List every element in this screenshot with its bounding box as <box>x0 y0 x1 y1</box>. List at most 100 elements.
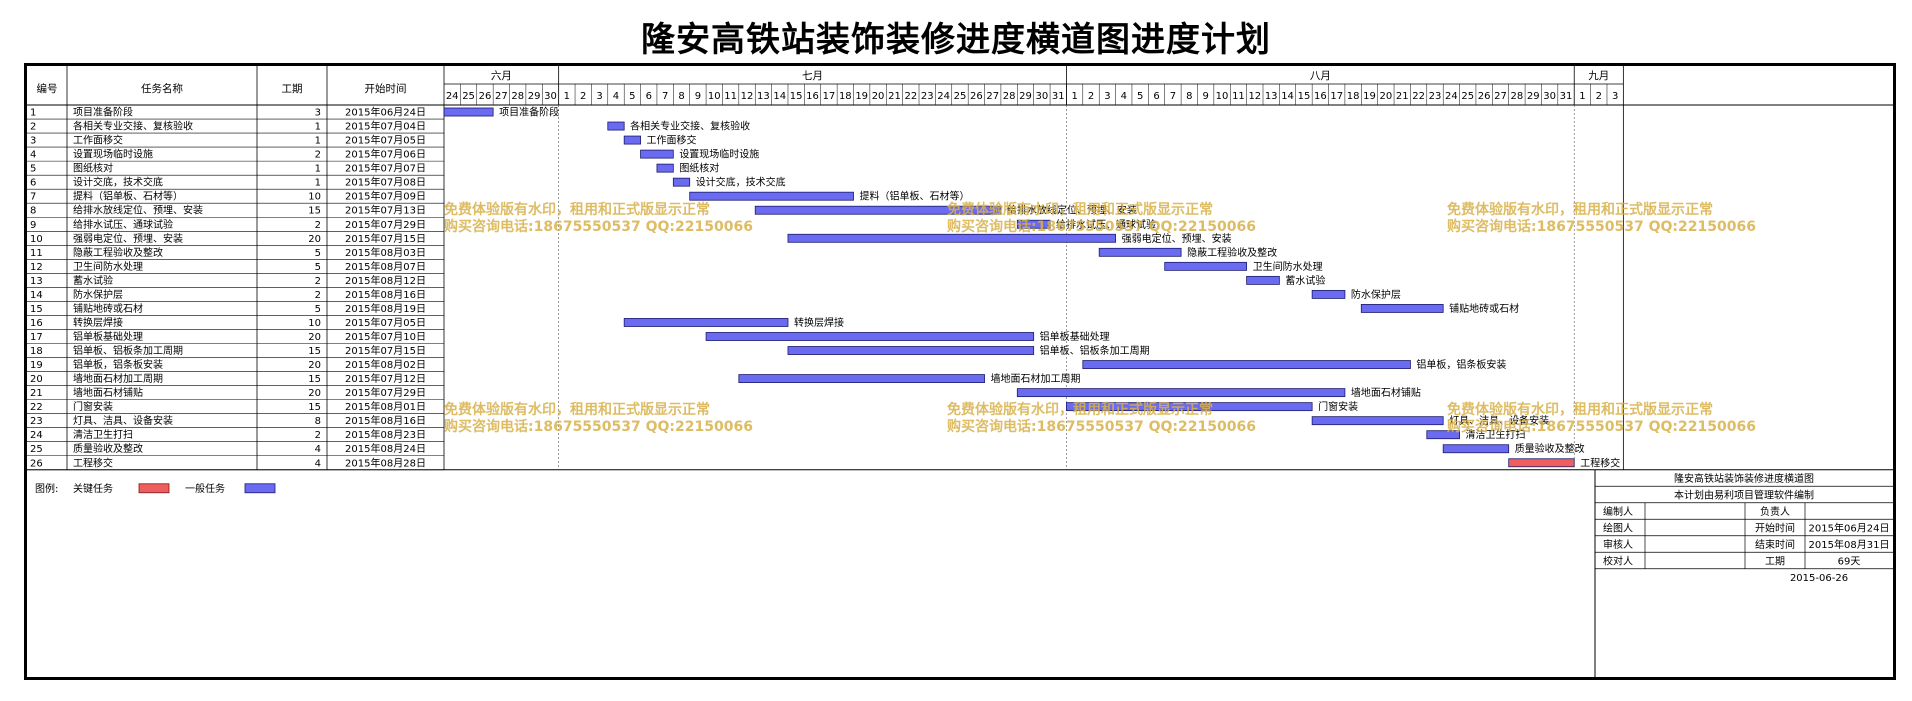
header-start: 开始时间 <box>365 82 407 95</box>
bar-label: 质量验收及整改 <box>1515 442 1585 455</box>
task-bar <box>1360 304 1444 313</box>
task-duration: 1 <box>315 136 321 147</box>
task-duration: 4 <box>315 458 321 469</box>
task-duration: 15 <box>308 346 321 357</box>
day-label: 2 <box>1088 91 1094 102</box>
task-bar <box>623 318 789 327</box>
day-label: 27 <box>1494 91 1507 102</box>
task-name: 墙地面石材铺贴 <box>73 386 143 399</box>
task-no: 20 <box>30 374 43 385</box>
task-start: 2015年07月09日 <box>345 190 426 203</box>
month-label: 九月 <box>1588 70 1609 82</box>
task-no: 8 <box>30 206 36 217</box>
watermark-line: 购买咨询电话:18675550537 QQ:22150066 <box>444 218 753 235</box>
task-name: 铝单板、铝板条加工周期 <box>73 344 183 357</box>
task-no: 25 <box>30 444 43 455</box>
day-label: 6 <box>1153 91 1159 102</box>
task-name: 工程移交 <box>73 456 113 469</box>
day-label: 20 <box>1379 91 1392 102</box>
task-name: 给排水试压、通球试验 <box>73 218 173 231</box>
watermark-line: 购买咨询电话:18675550537 QQ:22150066 <box>1447 418 1756 435</box>
task-name: 铝单板，铝条板安装 <box>73 358 163 371</box>
bar-label: 设计交底，技术交底 <box>696 176 786 189</box>
task-duration: 20 <box>308 360 321 371</box>
task-start: 2015年07月12日 <box>345 372 426 385</box>
task-bar <box>738 374 985 384</box>
day-label: 15 <box>790 91 803 102</box>
gantt-sheet: 编号 任务名称 工期 开始时间 六月 七月 八月 九月 24 25 26 27 28 29 30 1 2 3 4 5 6… <box>24 63 1896 680</box>
task-bar <box>1082 360 1411 369</box>
day-label: 24 <box>937 91 950 102</box>
task-no: 19 <box>30 360 43 371</box>
task-name: 门窗安装 <box>73 400 113 413</box>
day-label: 18 <box>1347 91 1360 102</box>
day-label: 9 <box>1202 91 1208 102</box>
task-no: 15 <box>30 304 43 315</box>
day-label: 23 <box>1429 91 1442 102</box>
task-start: 2015年07月05日 <box>345 316 426 329</box>
bar-label: 工程移交 <box>1580 456 1620 469</box>
task-no: 22 <box>30 402 43 413</box>
day-label: 31 <box>1560 91 1573 102</box>
info-label: 校对人 <box>1603 554 1633 567</box>
task-start: 2015年06月24日 <box>345 106 426 119</box>
task-name: 给排水放线定位、预埋、安装 <box>73 204 203 217</box>
day-label: 4 <box>613 91 619 102</box>
task-no: 7 <box>30 192 36 203</box>
task-start: 2015年07月15日 <box>345 232 426 245</box>
day-label: 2 <box>1596 91 1602 102</box>
day-label: 9 <box>695 91 701 102</box>
day-label: 5 <box>1137 91 1143 102</box>
day-label: 24 <box>446 91 459 102</box>
info-subtitle: 本计划由易利项目管理软件编制 <box>1674 488 1814 501</box>
day-label: 11 <box>1232 91 1245 102</box>
task-name: 工作面移交 <box>73 134 123 147</box>
bar-label: 蓄水试验 <box>1285 274 1325 287</box>
bar-label: 防水保护层 <box>1351 288 1401 301</box>
day-label: 27 <box>986 91 999 102</box>
task-duration: 5 <box>315 262 321 273</box>
task-name: 图纸核对 <box>73 162 113 175</box>
bar-label: 给排水放线定位、预埋、安装 <box>1007 204 1137 217</box>
info-label: 开始时间 <box>1755 521 1795 534</box>
info-label: 编制人 <box>1603 505 1633 518</box>
task-duration: 15 <box>308 374 321 385</box>
day-label: 1 <box>564 91 570 102</box>
task-name: 清洁卫生打扫 <box>73 428 133 441</box>
watermark-line: 免费体验版有水印，租用和正式版显示正常 <box>1447 401 1713 418</box>
day-label: 14 <box>1281 91 1294 102</box>
header-no: 编号 <box>37 82 58 95</box>
task-bar <box>1016 388 1346 398</box>
day-label: 31 <box>1052 91 1065 102</box>
task-name: 质量验收及整改 <box>73 442 143 455</box>
task-duration: 1 <box>315 164 321 175</box>
task-duration: 1 <box>315 122 321 133</box>
task-name: 强弱电定位、预埋、安装 <box>73 232 183 245</box>
day-label: 1 <box>1579 91 1585 102</box>
task-duration: 20 <box>308 234 321 245</box>
task-no: 6 <box>30 178 36 189</box>
task-name: 灯具、洁具、设备安装 <box>73 414 173 427</box>
month-label: 六月 <box>491 70 512 82</box>
task-start: 2015年08月16日 <box>345 288 426 301</box>
day-label: 26 <box>479 91 492 102</box>
task-start: 2015年08月24日 <box>345 442 426 455</box>
task-start: 2015年08月19日 <box>345 302 426 315</box>
day-label: 27 <box>495 91 508 102</box>
task-bar <box>1246 275 1280 285</box>
day-label: 22 <box>904 91 917 102</box>
task-bar <box>1164 261 1248 271</box>
task-duration: 2 <box>315 220 321 231</box>
task-bar <box>1426 430 1460 440</box>
task-duration: 8 <box>315 416 321 427</box>
task-bar <box>623 135 641 145</box>
bar-label: 墙地面石材加工周期 <box>991 372 1081 385</box>
bar-label: 墙地面石材铺贴 <box>1351 386 1421 399</box>
info-label: 负责人 <box>1760 505 1790 518</box>
day-label: 16 <box>1314 91 1327 102</box>
chart-title: 隆安高铁站装饰装修进度横道图进度计划 <box>641 20 1271 60</box>
task-start: 2015年08月12日 <box>345 274 426 287</box>
task-name: 隐蔽工程验收及整改 <box>73 246 163 259</box>
header-name: 任务名称 <box>141 82 183 95</box>
legend-critical-swatch <box>138 483 170 494</box>
